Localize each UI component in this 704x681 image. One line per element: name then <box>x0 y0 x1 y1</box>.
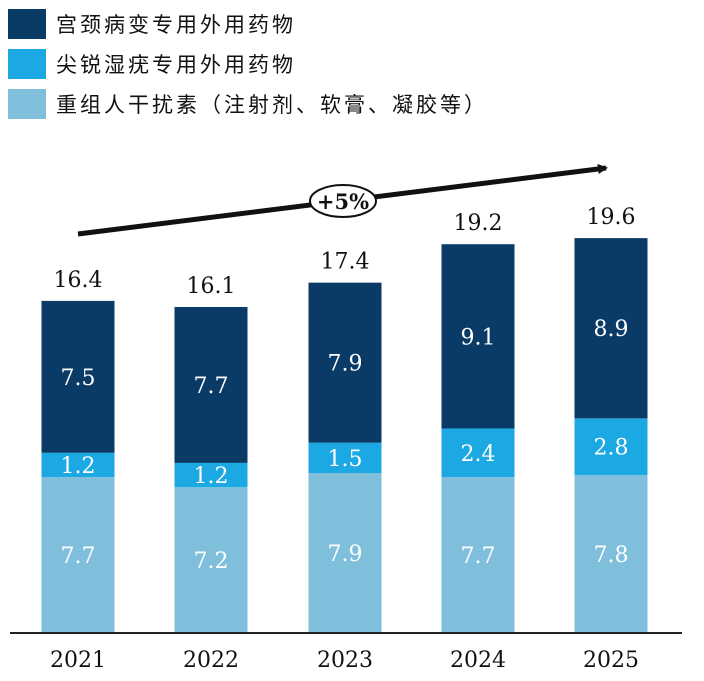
bar-segment-interferon-2025 <box>574 475 648 633</box>
data-label-interferon-2022: 7.2 <box>194 549 229 574</box>
cagr-label: +5% <box>317 189 369 214</box>
legend-item-interferon: 重组人干扰素（注射剂、软膏、凝胶等） <box>8 84 488 124</box>
total-label-2022: 16.1 <box>187 274 236 299</box>
data-label-condyloma-2025: 2.8 <box>594 436 629 461</box>
bar-segment-interferon-2024 <box>441 477 515 633</box>
bar-segment-condyloma-2021 <box>41 452 115 478</box>
bar-segment-interferon-2022 <box>174 487 248 633</box>
data-label-cervical-2021: 7.5 <box>61 366 96 391</box>
data-label-cervical-2023: 7.9 <box>328 352 363 377</box>
x-tick-label-2024: 2024 <box>450 648 506 673</box>
data-label-cervical-2024: 9.1 <box>461 325 496 350</box>
cagr-badge <box>309 184 377 218</box>
legend: 宫颈病变专用外用药物 尖锐湿疣专用外用药物 重组人干扰素（注射剂、软膏、凝胶等） <box>8 4 488 124</box>
total-label-2024: 19.2 <box>454 211 503 236</box>
data-label-interferon-2025: 7.8 <box>594 543 629 568</box>
bar-segment-cervical-2025 <box>574 238 648 419</box>
bar-segment-interferon-2021 <box>41 477 115 633</box>
x-tick-label-2021: 2021 <box>50 648 106 673</box>
bar-segment-cervical-2023 <box>308 282 382 443</box>
bar-segment-condyloma-2022 <box>174 462 248 488</box>
data-label-condyloma-2023: 1.5 <box>328 447 363 472</box>
bar-segment-condyloma-2023 <box>308 442 382 474</box>
bar-segment-cervical-2022 <box>174 306 248 463</box>
x-tick-label-2022: 2022 <box>183 648 239 673</box>
total-label-2023: 17.4 <box>321 250 370 275</box>
data-label-interferon-2021: 7.7 <box>61 544 96 569</box>
legend-swatch-interferon <box>8 89 46 119</box>
bar-segment-condyloma-2025 <box>574 418 648 476</box>
data-label-cervical-2022: 7.7 <box>194 374 229 399</box>
data-label-interferon-2024: 7.7 <box>461 544 496 569</box>
legend-item-condyloma: 尖锐湿疣专用外用药物 <box>8 44 488 84</box>
legend-swatch-condyloma <box>8 49 46 79</box>
data-label-condyloma-2024: 2.4 <box>461 442 496 467</box>
legend-label-cervical: 宫颈病变专用外用药物 <box>56 13 296 37</box>
bar-segment-interferon-2023 <box>308 473 382 633</box>
data-label-condyloma-2022: 1.2 <box>194 464 229 489</box>
data-label-condyloma-2021: 1.2 <box>61 454 96 479</box>
total-label-2025: 19.6 <box>587 205 636 230</box>
legend-item-cervical: 宫颈病变专用外用药物 <box>8 4 488 44</box>
bar-segment-condyloma-2024 <box>441 428 515 478</box>
x-tick-label-2023: 2023 <box>317 648 373 673</box>
legend-label-interferon: 重组人干扰素（注射剂、软膏、凝胶等） <box>56 93 488 117</box>
legend-swatch-cervical <box>8 9 46 39</box>
legend-label-condyloma: 尖锐湿疣专用外用药物 <box>56 53 296 77</box>
x-tick-label-2025: 2025 <box>583 648 639 673</box>
data-label-interferon-2023: 7.9 <box>328 542 363 567</box>
data-label-cervical-2025: 8.9 <box>594 317 629 342</box>
total-label-2021: 16.4 <box>54 268 103 293</box>
bar-segment-cervical-2021 <box>41 300 115 453</box>
bar-segment-cervical-2024 <box>441 244 515 429</box>
